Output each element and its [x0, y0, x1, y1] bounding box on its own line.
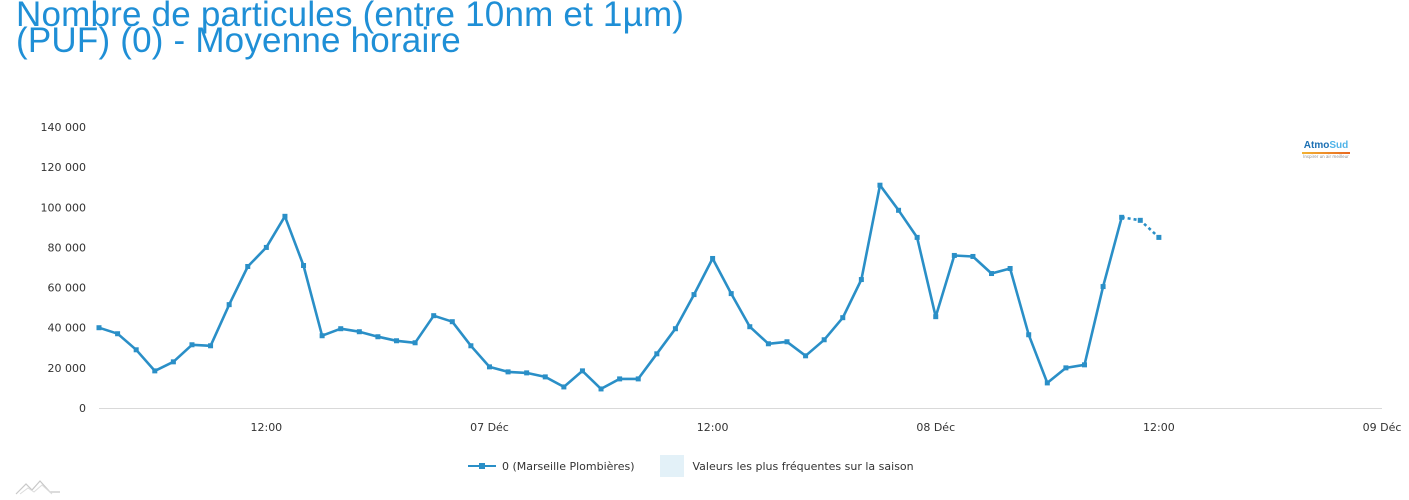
data-point — [617, 376, 623, 382]
data-point — [505, 369, 511, 375]
data-point — [1156, 234, 1162, 240]
data-point — [524, 370, 530, 376]
data-point — [245, 263, 251, 269]
data-point — [970, 253, 976, 259]
data-point — [1100, 284, 1106, 290]
logo-name: AtmoSud — [1296, 140, 1356, 151]
data-point — [914, 234, 920, 240]
data-point — [561, 384, 567, 390]
data-point — [654, 351, 660, 357]
x-tick-label: 12:00 — [1143, 421, 1175, 434]
legend-line-marker-icon — [468, 463, 496, 469]
x-tick-label: 12:00 — [250, 421, 282, 434]
data-point — [858, 277, 864, 283]
y-tick-label: 80 000 — [48, 241, 87, 254]
data-point — [189, 342, 195, 348]
data-point — [933, 314, 939, 320]
series-line — [98, 183, 1123, 391]
data-point — [394, 338, 400, 344]
legend-label-station: 0 (Marseille Plombières) — [502, 459, 635, 473]
chart-legend: 0 (Marseille Plombières) Valeurs les plu… — [468, 455, 940, 477]
data-point — [1137, 217, 1143, 223]
data-point — [877, 182, 883, 188]
data-point — [449, 319, 455, 325]
data-point — [821, 337, 827, 343]
mountain-logo-icon — [15, 480, 60, 495]
data-point — [542, 374, 548, 380]
chart-title: Nombre de particules (entre 10nm et 1µm)… — [16, 0, 1116, 60]
data-point — [152, 368, 158, 374]
y-tick-label: 60 000 — [48, 282, 87, 295]
data-point — [747, 324, 753, 330]
legend-band-swatch-icon — [660, 455, 685, 477]
data-point — [301, 262, 307, 268]
legend-item-station[interactable]: 0 (Marseille Plombières) — [468, 460, 634, 473]
data-point — [635, 376, 641, 382]
data-point — [1044, 380, 1050, 386]
legend-label-frequent-values: Valeurs les plus fréquentes sur la saiso… — [692, 459, 914, 473]
data-point — [208, 343, 214, 349]
data-point — [989, 271, 995, 277]
line-chart: 0 20 000 40 000 60 000 80 000 100 000 120 000 1… — [41, 121, 1402, 434]
data-point — [710, 255, 716, 261]
data-point — [282, 213, 288, 219]
logo-swoosh — [1302, 152, 1350, 154]
data-point — [840, 315, 846, 321]
data-point — [319, 333, 325, 339]
data-point — [375, 334, 381, 340]
data-point — [1119, 214, 1125, 220]
series-marseille-plombieres — [96, 182, 1162, 392]
legend-item-frequent-values[interactable]: Valeurs les plus fréquentes sur la saiso… — [660, 455, 914, 477]
data-point — [356, 329, 362, 335]
y-tick-label: 120 000 — [41, 161, 87, 174]
y-axis: 0 20 000 40 000 60 000 80 000 100 000 120 000 1… — [41, 121, 87, 415]
x-tick-label: 12:00 — [697, 421, 729, 434]
data-point — [412, 340, 418, 346]
data-point — [1081, 362, 1087, 368]
data-point — [784, 339, 790, 345]
data-point — [170, 359, 176, 365]
y-tick-label: 20 000 — [48, 362, 87, 375]
x-tick-label: 08 Déc — [916, 421, 955, 434]
x-axis: 12:00 07 Déc 12:00 08 Déc 12:00 09 Déc — [99, 408, 1402, 434]
data-point — [486, 364, 492, 370]
x-tick-label: 09 Déc — [1363, 421, 1402, 434]
data-point — [598, 386, 604, 392]
logo-name-part2: Sud — [1329, 140, 1349, 151]
logo-name-part1: Atmo — [1303, 140, 1330, 151]
y-tick-label: 40 000 — [48, 322, 87, 335]
y-tick-label: 0 — [79, 402, 86, 415]
data-point — [133, 347, 139, 353]
atmosud-logo: AtmoSud Inspirer un air meilleur — [1296, 140, 1356, 159]
data-point — [1063, 365, 1069, 371]
data-point — [803, 353, 809, 359]
logo-tagline: Inspirer un air meilleur — [1303, 154, 1349, 159]
data-point — [1026, 332, 1032, 338]
data-point — [672, 326, 678, 332]
data-point — [431, 313, 437, 319]
data-point — [896, 207, 902, 213]
y-tick-label: 100 000 — [41, 201, 87, 214]
data-point — [263, 244, 269, 250]
data-point — [468, 343, 474, 349]
data-point — [226, 302, 232, 308]
data-point — [1007, 266, 1013, 272]
data-point — [96, 325, 102, 331]
chart-title-line-2: (PUF) (0) - Moyenne horaire — [16, 21, 461, 60]
chart-title-line-1: Nombre de particules (entre 10nm et 1µm) — [16, 0, 685, 34]
x-tick-label: 07 Déc — [470, 421, 509, 434]
data-point — [691, 292, 697, 298]
y-tick-label: 140 000 — [41, 121, 87, 134]
data-point — [728, 291, 734, 297]
data-point — [338, 326, 344, 332]
data-point — [765, 341, 771, 347]
data-point — [115, 331, 121, 337]
data-point — [951, 252, 957, 258]
data-point — [579, 368, 585, 374]
